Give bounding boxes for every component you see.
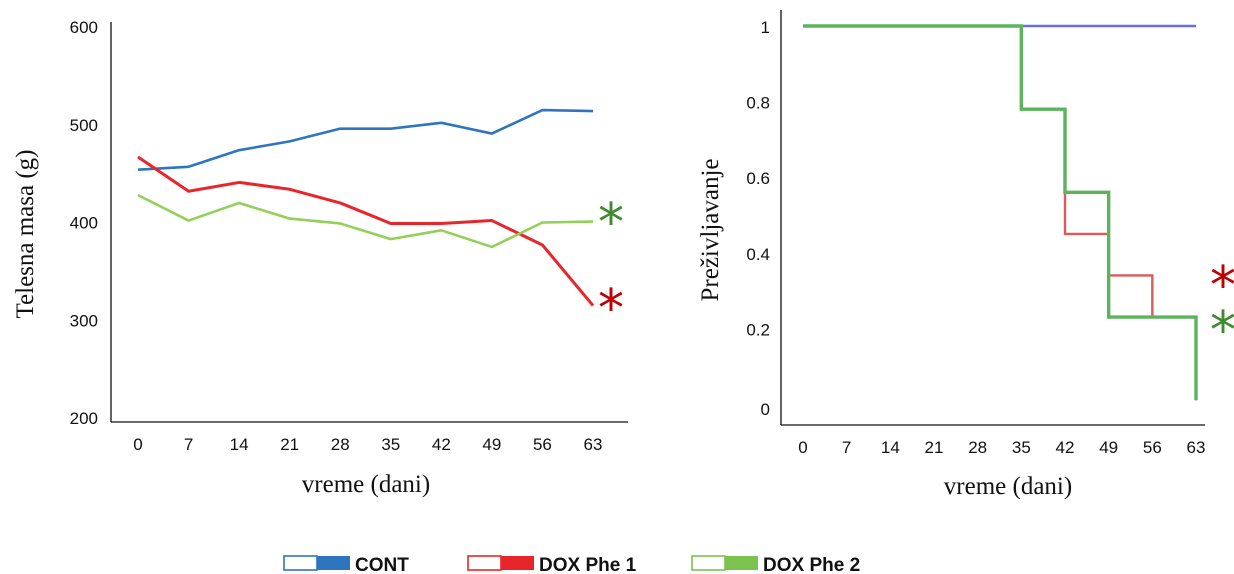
x-tick-label: 56 (533, 435, 552, 454)
x-tick-label: 14 (881, 438, 900, 457)
legend-label: DOX Phe 1 (539, 555, 637, 574)
legend-swatch-fill (501, 556, 534, 570)
x-tick-label: 7 (184, 435, 193, 454)
survival-line-dox2 (803, 24, 1198, 401)
y-axis-title: Telesna masa (g) (12, 149, 39, 318)
x-tick-labels: 0 7 14 21 28 35 42 49 56 63 (133, 435, 602, 454)
x-tick-label: 63 (584, 435, 603, 454)
survival-line-dox1 (803, 24, 1198, 401)
x-tick-label: 42 (1056, 438, 1075, 457)
legend-item: DOX Phe 2 (691, 555, 860, 574)
series-line-dox1 (137, 155, 595, 307)
legend-swatch-fill (725, 556, 758, 570)
legend-label: DOX Phe 2 (763, 555, 860, 574)
x-tick-label: 14 (230, 435, 249, 454)
x-tick-label: 21 (280, 435, 299, 454)
legend-label: CONT (355, 555, 409, 574)
legend-item: DOX Phe 1 (467, 555, 637, 574)
y-tick-label: 0.8 (746, 94, 770, 113)
significance-star-red: * (1210, 256, 1234, 316)
legend: CONT DOX Phe 1 DOX Phe 2 (283, 555, 860, 574)
y-tick-labels: 1 0.8 0.6 0.4 0.2 0 (746, 18, 770, 419)
x-tick-label: 35 (381, 435, 400, 454)
x-tick-label: 21 (925, 438, 944, 457)
legend-swatch-outline (283, 555, 318, 571)
significance-star-green: * (598, 193, 624, 253)
x-tick-label: 35 (1012, 438, 1031, 457)
y-tick-label: 0 (761, 400, 770, 419)
y-tick-label: 1 (761, 18, 770, 37)
series-line-cont (137, 108, 594, 172)
y-tick-labels: 600 500 400 300 200 (70, 18, 98, 428)
x-axis-title: vreme (dani) (944, 473, 1072, 500)
x-tick-label: 7 (842, 438, 851, 457)
survival-chart: 1 0.8 0.6 0.4 0.2 0 0 7 14 21 28 35 42 49 56 63 vreme … (697, 10, 1234, 500)
legend-swatch-outline (467, 555, 502, 571)
y-tick-label: 300 (70, 311, 98, 330)
legend-swatch-outline (691, 555, 726, 571)
y-axis-title: Preživljavanje (697, 159, 724, 302)
x-axis-title: vreme (dani) (302, 471, 430, 498)
significance-star-red: * (598, 279, 624, 339)
x-tick-labels: 0 7 14 21 28 35 42 49 56 63 (798, 438, 1205, 457)
x-tick-label: 49 (482, 435, 501, 454)
x-tick-label: 63 (1187, 438, 1206, 457)
legend-item: CONT (283, 555, 409, 574)
series-line-dox2 (137, 193, 594, 249)
x-tick-label: 0 (133, 435, 142, 454)
y-tick-label: 0.2 (746, 320, 770, 339)
x-tick-label: 49 (1099, 438, 1118, 457)
series-lines (137, 108, 595, 307)
legend-swatch-fill (317, 556, 350, 570)
series-lines (803, 24, 1198, 401)
x-tick-label: 0 (798, 438, 807, 457)
y-tick-label: 400 (70, 214, 98, 233)
x-tick-label: 42 (432, 435, 451, 454)
x-tick-label: 56 (1143, 438, 1162, 457)
body-mass-chart: 600 500 400 300 200 0 7 14 21 28 35 42 49 56 63 vreme… (12, 18, 628, 498)
y-tick-label: 200 (70, 409, 98, 428)
y-tick-label: 600 (70, 18, 98, 37)
significance-star-green: * (1210, 301, 1234, 361)
y-tick-label: 500 (70, 116, 98, 135)
x-tick-label: 28 (968, 438, 987, 457)
x-tick-label: 28 (331, 435, 350, 454)
y-tick-label: 0.4 (746, 245, 770, 264)
y-tick-label: 0.6 (746, 169, 770, 188)
